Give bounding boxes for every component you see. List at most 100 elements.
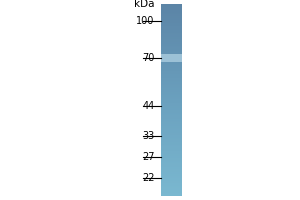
Bar bbox=[160, 22, 182, 23]
Bar bbox=[160, 171, 182, 172]
Bar bbox=[160, 108, 182, 109]
Bar bbox=[160, 52, 182, 53]
Bar bbox=[160, 66, 182, 67]
Bar bbox=[160, 18, 182, 19]
Bar bbox=[160, 70, 182, 71]
Bar bbox=[160, 90, 182, 91]
Bar bbox=[160, 54, 182, 55]
Bar bbox=[160, 125, 182, 126]
Bar bbox=[160, 168, 182, 169]
Bar bbox=[160, 157, 182, 158]
Bar bbox=[160, 38, 182, 39]
Bar bbox=[160, 161, 182, 162]
Bar bbox=[160, 110, 182, 111]
Bar bbox=[160, 30, 182, 31]
Bar bbox=[160, 152, 182, 153]
Bar bbox=[160, 65, 182, 66]
Bar bbox=[160, 189, 182, 190]
Bar bbox=[160, 115, 182, 116]
Bar bbox=[160, 73, 182, 74]
Bar bbox=[160, 44, 182, 45]
Bar bbox=[160, 81, 182, 82]
Bar bbox=[160, 181, 182, 182]
Bar bbox=[160, 88, 182, 89]
Bar bbox=[160, 112, 182, 113]
Bar bbox=[160, 19, 182, 20]
Bar bbox=[160, 10, 182, 11]
Bar bbox=[160, 14, 182, 15]
Bar bbox=[160, 109, 182, 110]
Bar bbox=[160, 134, 182, 135]
Bar bbox=[160, 143, 182, 144]
Bar bbox=[160, 61, 182, 62]
Bar bbox=[160, 60, 182, 61]
Bar bbox=[160, 179, 182, 180]
Bar bbox=[160, 29, 182, 30]
Bar bbox=[160, 13, 182, 14]
Bar bbox=[160, 82, 182, 83]
Bar bbox=[160, 123, 182, 124]
Bar bbox=[160, 8, 182, 9]
Bar bbox=[160, 146, 182, 147]
Bar bbox=[160, 71, 182, 72]
Bar bbox=[160, 103, 182, 104]
Bar bbox=[160, 106, 182, 107]
Text: 22: 22 bbox=[142, 173, 155, 183]
Bar bbox=[160, 79, 182, 80]
Bar bbox=[160, 135, 182, 136]
Text: 33: 33 bbox=[142, 131, 154, 141]
Text: 27: 27 bbox=[142, 152, 155, 162]
Bar bbox=[160, 111, 182, 112]
Bar bbox=[160, 191, 182, 192]
Bar bbox=[160, 39, 182, 40]
Bar bbox=[160, 59, 182, 60]
Bar bbox=[160, 93, 182, 94]
Bar bbox=[160, 5, 182, 6]
Bar bbox=[160, 31, 182, 32]
Bar bbox=[160, 149, 182, 150]
Bar bbox=[160, 46, 182, 47]
Bar bbox=[160, 184, 182, 185]
Bar bbox=[160, 91, 182, 92]
Text: 70: 70 bbox=[142, 53, 154, 63]
Bar bbox=[160, 117, 182, 118]
Bar bbox=[160, 183, 182, 184]
Bar bbox=[160, 138, 182, 139]
Bar bbox=[160, 195, 182, 196]
Bar bbox=[160, 177, 182, 178]
Bar bbox=[160, 51, 182, 52]
Bar bbox=[160, 133, 182, 134]
Bar bbox=[160, 94, 182, 95]
Bar bbox=[160, 37, 182, 38]
Bar bbox=[160, 80, 182, 81]
Bar bbox=[160, 114, 182, 115]
Bar bbox=[160, 155, 182, 156]
Bar bbox=[160, 33, 182, 34]
Bar bbox=[160, 180, 182, 181]
Bar bbox=[160, 9, 182, 10]
Bar bbox=[160, 87, 182, 88]
Bar bbox=[160, 148, 182, 149]
Bar bbox=[160, 40, 182, 41]
Bar bbox=[160, 54, 182, 62]
Bar bbox=[160, 26, 182, 27]
Bar bbox=[160, 163, 182, 164]
Bar bbox=[160, 174, 182, 175]
Bar bbox=[160, 28, 182, 29]
Bar bbox=[160, 23, 182, 24]
Bar bbox=[160, 178, 182, 179]
Bar bbox=[160, 20, 182, 21]
Bar bbox=[160, 74, 182, 75]
Bar bbox=[160, 107, 182, 108]
Bar bbox=[160, 147, 182, 148]
Bar bbox=[160, 167, 182, 168]
Bar bbox=[160, 32, 182, 33]
Bar bbox=[160, 42, 182, 43]
Bar bbox=[160, 48, 182, 49]
Bar bbox=[160, 158, 182, 159]
Bar bbox=[160, 99, 182, 100]
Bar bbox=[160, 151, 182, 152]
Bar bbox=[160, 67, 182, 68]
Bar bbox=[160, 50, 182, 51]
Bar bbox=[160, 145, 182, 146]
